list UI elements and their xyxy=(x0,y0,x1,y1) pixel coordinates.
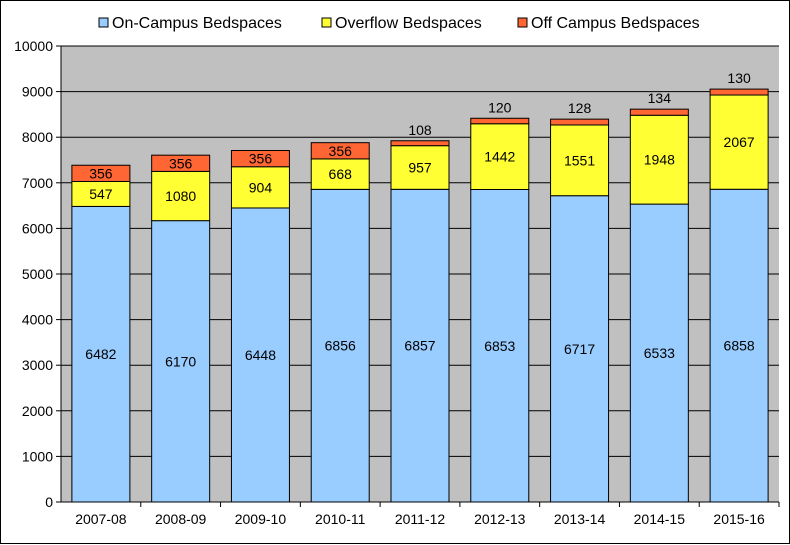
y-tick-label: 0 xyxy=(45,494,53,510)
y-tick-label: 3000 xyxy=(22,357,53,373)
data-label: 6482 xyxy=(85,346,116,362)
data-label: 1948 xyxy=(644,152,675,168)
y-tick-label: 10000 xyxy=(14,38,53,54)
x-axis-ticks: 2007-08 2008-09 2009-10 2010-11 2011-12 2012-… xyxy=(75,502,780,527)
legend-swatch xyxy=(517,17,528,28)
data-label: 6170 xyxy=(165,353,196,369)
legend-swatch xyxy=(321,17,332,28)
data-label: 6533 xyxy=(644,345,675,361)
x-tick-label: 2009-10 xyxy=(235,511,287,527)
data-label: 130 xyxy=(727,70,751,86)
bar-segment-off-campus-bedspaces2014-15 xyxy=(629,108,689,116)
data-label: 134 xyxy=(648,90,672,106)
y-tick-label: 1000 xyxy=(22,448,53,464)
data-label: 356 xyxy=(169,155,193,171)
bar-segment-on-campus-bedspaces2007-08 xyxy=(71,205,131,503)
x-tick-label: 2007-08 xyxy=(75,511,127,527)
bar-segment-overflow-bedspaces2009-10 xyxy=(230,166,290,209)
bar-segment-off-campus-bedspaces2008-09 xyxy=(151,154,211,172)
y-tick-label: 6000 xyxy=(22,220,53,236)
bar-segment-on-campus-bedspaces2011-12 xyxy=(390,188,450,503)
legend-label: On-Campus Bedspaces xyxy=(112,15,282,32)
bar-segment-off-campus-bedspaces2007-08 xyxy=(71,164,131,182)
data-label: 6857 xyxy=(404,338,435,354)
data-label: 356 xyxy=(329,143,353,159)
data-label: 957 xyxy=(408,160,432,176)
y-tick-label: 5000 xyxy=(22,266,53,282)
data-labels: 6482 547 356 6170 1080 356 6448 904 356 6856 668 35… xyxy=(85,70,755,369)
data-label: 1080 xyxy=(165,188,196,204)
data-label: 120 xyxy=(488,99,512,115)
x-tick-label: 2008-09 xyxy=(155,511,207,527)
bar-segment-off-campus-bedspaces2011-12 xyxy=(390,140,450,147)
bars xyxy=(71,88,769,503)
data-label: 1442 xyxy=(484,149,515,165)
bar-segment-on-campus-bedspaces2015-16 xyxy=(709,188,769,503)
data-label: 108 xyxy=(408,122,432,138)
y-tick-label: 2000 xyxy=(22,403,53,419)
x-tick-label: 2012-13 xyxy=(474,511,526,527)
y-axis-ticks: 0 1000 2000 3000 4000 5000 6000 7000 8000 9000 100… xyxy=(14,38,61,510)
data-label: 6853 xyxy=(484,338,515,354)
data-label: 547 xyxy=(89,186,113,202)
data-label: 6856 xyxy=(325,338,356,354)
data-label: 668 xyxy=(329,166,353,182)
bar-segment-overflow-bedspaces2007-08 xyxy=(71,180,131,207)
y-tick-label: 4000 xyxy=(22,312,53,328)
bar-segment-on-campus-bedspaces2009-10 xyxy=(230,207,290,503)
bar-segment-off-campus-bedspaces2010-11 xyxy=(310,142,370,160)
y-tick-label: 8000 xyxy=(22,129,53,145)
y-tick-label: 9000 xyxy=(22,84,53,100)
x-tick-label: 2010-11 xyxy=(315,511,366,527)
bar-segment-overflow-bedspaces2014-15 xyxy=(629,114,689,205)
x-tick-label: 2013-14 xyxy=(554,511,606,527)
bar-segment-off-campus-bedspaces2009-10 xyxy=(230,150,290,168)
bar-segment-on-campus-bedspaces2012-13 xyxy=(470,189,530,503)
legend: On-Campus Bedspaces Overflow Bedspaces Off… xyxy=(98,15,700,32)
x-tick-label: 2015-16 xyxy=(713,511,765,527)
data-label: 356 xyxy=(249,151,273,167)
data-label: 2067 xyxy=(724,134,755,150)
bar-segment-overflow-bedspaces2015-16 xyxy=(709,94,769,190)
x-tick-label: 2011-12 xyxy=(395,511,446,527)
x-tick-label: 2014-15 xyxy=(634,511,686,527)
data-label: 1551 xyxy=(564,152,595,168)
data-label: 128 xyxy=(568,100,592,116)
bar-segment-overflow-bedspaces2008-09 xyxy=(151,170,211,222)
bar-segment-overflow-bedspaces2012-13 xyxy=(470,123,530,191)
legend-label: Overflow Bedspaces xyxy=(335,15,482,32)
bar-segment-off-campus-bedspaces2013-14 xyxy=(550,118,610,126)
bar-segment-overflow-bedspaces2013-14 xyxy=(550,124,610,197)
legend-label: Off Campus Bedspaces xyxy=(531,15,700,32)
bar-segment-on-campus-bedspaces2013-14 xyxy=(550,195,610,503)
y-tick-label: 7000 xyxy=(22,175,53,191)
bar-segment-on-campus-bedspaces2010-11 xyxy=(310,188,370,503)
data-label: 356 xyxy=(89,165,113,181)
data-label: 6448 xyxy=(245,347,276,363)
data-label: 6717 xyxy=(564,341,595,357)
bar-segment-off-campus-bedspaces2012-13 xyxy=(470,117,530,125)
data-label: 6858 xyxy=(724,338,755,354)
legend-swatch xyxy=(98,17,109,28)
bar-segment-overflow-bedspaces2011-12 xyxy=(390,145,450,190)
bar-segment-off-campus-bedspaces2015-16 xyxy=(709,88,769,96)
data-label: 904 xyxy=(249,179,273,195)
